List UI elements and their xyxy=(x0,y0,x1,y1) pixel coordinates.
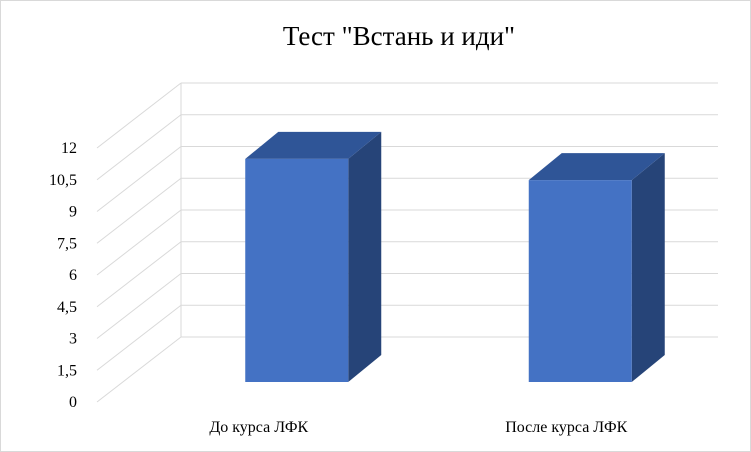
y-tick-label: 0 xyxy=(69,394,77,411)
gridline-depth xyxy=(96,114,182,181)
bar xyxy=(245,158,349,382)
y-tick-label: 3 xyxy=(69,331,77,348)
y-tick-label: 9 xyxy=(69,204,77,221)
gridline-depth xyxy=(96,209,182,276)
gridline-depth xyxy=(96,146,182,212)
y-tick-label: 7,5 xyxy=(57,235,77,252)
x-axis-categories: До курса ЛФК После курса ЛФК xyxy=(209,419,627,436)
gridline-depth xyxy=(96,273,182,339)
bar-top xyxy=(528,153,665,181)
gridline-depth xyxy=(96,336,182,403)
bar-side xyxy=(348,131,382,382)
bars xyxy=(245,131,665,382)
gridline-depth xyxy=(96,177,182,244)
y-tick-label: 6 xyxy=(69,267,77,284)
y-tick-label: 10,5 xyxy=(49,172,77,189)
chart-title: Тест "Встань и иди" xyxy=(283,21,515,51)
bar-side xyxy=(631,153,665,382)
gridline-depth xyxy=(96,241,182,308)
bar xyxy=(528,180,632,382)
gridline-depth xyxy=(96,82,182,149)
y-tick-label: 12 xyxy=(61,140,77,157)
gridline-depth xyxy=(96,304,182,371)
x-category-label: До курса ЛФК xyxy=(209,419,308,436)
y-tick-label: 4,5 xyxy=(57,299,77,316)
y-tick-label: 1,5 xyxy=(57,362,77,379)
x-category-label: После курса ЛФК xyxy=(505,419,627,436)
y-axis-ticks: 0 1,5 3 4,5 6 7,5 9 10,5 12 xyxy=(49,140,77,411)
bar-top xyxy=(245,131,382,159)
